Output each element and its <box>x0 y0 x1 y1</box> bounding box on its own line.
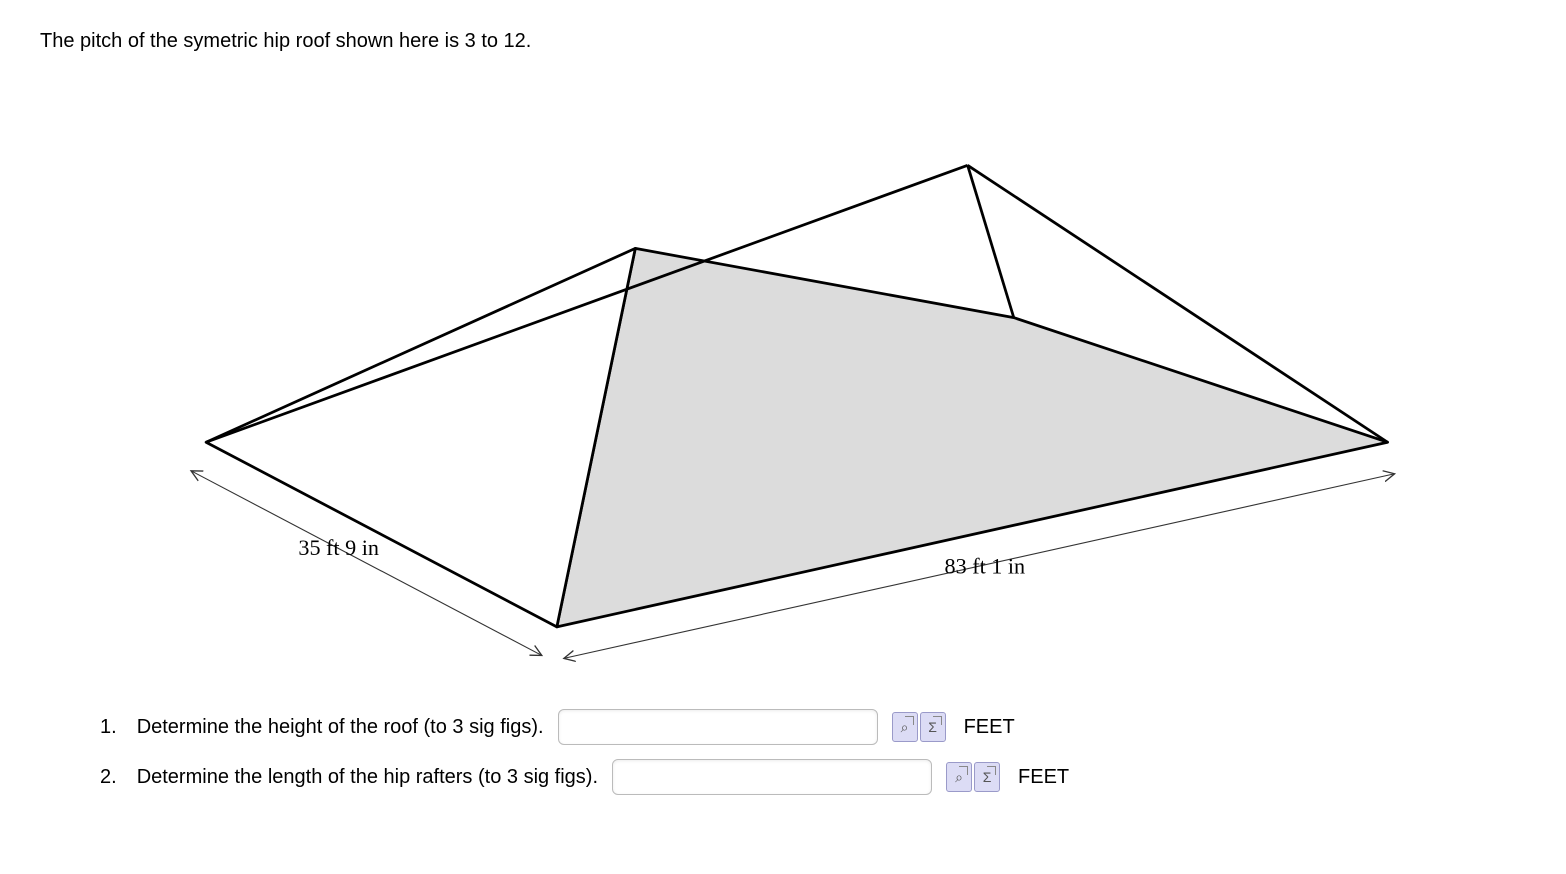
tool-icons: ⌕ Σ <box>892 712 946 742</box>
tool-icons: ⌕ Σ <box>946 762 1000 792</box>
problem-intro: The pitch of the symetric hip roof shown… <box>40 30 1526 53</box>
roof-diagram: 35 ft 9 in 83 ft 1 in <box>83 73 1483 679</box>
question-number: 1. <box>100 716 117 739</box>
answer-input-height[interactable] <box>558 709 878 745</box>
question-text: Determine the height of the roof (to 3 s… <box>137 716 544 739</box>
preview-icon[interactable]: ⌕ <box>946 762 972 792</box>
question-text: Determine the length of the hip rafters … <box>137 766 598 789</box>
answer-input-hip-rafter[interactable] <box>612 759 932 795</box>
sigma-icon[interactable]: Σ <box>974 762 1000 792</box>
question-row-2: 2. Determine the length of the hip rafte… <box>100 759 1526 795</box>
svg-text:35 ft 9 in: 35 ft 9 in <box>298 535 379 560</box>
svg-text:83 ft 1 in: 83 ft 1 in <box>945 553 1026 578</box>
question-row-1: 1. Determine the height of the roof (to … <box>100 709 1526 745</box>
preview-icon[interactable]: ⌕ <box>892 712 918 742</box>
unit-label: FEET <box>964 716 1015 739</box>
unit-label: FEET <box>1018 766 1069 789</box>
questions-block: 1. Determine the height of the roof (to … <box>40 709 1526 795</box>
sigma-icon[interactable]: Σ <box>920 712 946 742</box>
question-number: 2. <box>100 766 117 789</box>
